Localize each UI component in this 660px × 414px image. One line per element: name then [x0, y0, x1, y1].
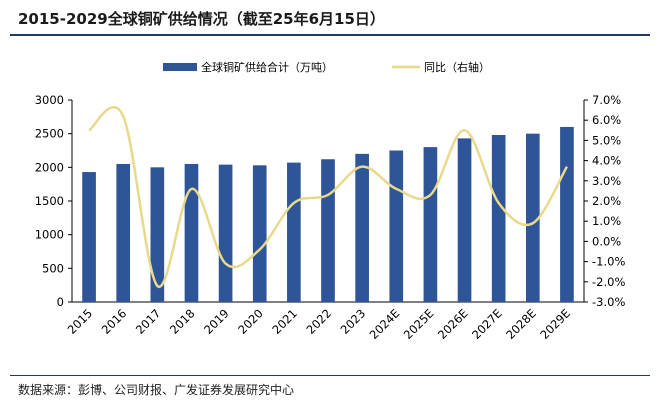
x-tick-label: 2018 [167, 306, 198, 337]
right-tick-label: -1.0% [592, 255, 625, 269]
x-tick-label: 2021 [269, 306, 300, 337]
legend-bar-label: 全球铜矿供给合计（万吨） [201, 60, 333, 74]
bar [355, 153, 369, 302]
right-tick-label: 4.0% [592, 154, 621, 168]
bar [525, 133, 540, 302]
x-tick-label: 2028E [503, 306, 539, 342]
right-tick-label: -2.0% [592, 275, 625, 289]
left-tick-label: 2000 [35, 160, 64, 174]
x-tick-label: 2025E [401, 306, 437, 342]
x-tick-label: 2017 [133, 306, 164, 337]
yoy-line [88, 105, 569, 288]
right-tick-label: 5.0% [592, 133, 621, 147]
legend-bar-swatch [163, 63, 197, 71]
right-tick-label: 2.0% [592, 194, 621, 208]
bar [560, 126, 574, 302]
line-series [88, 105, 569, 288]
left-tick-label: 3000 [35, 93, 64, 107]
left-tick-label: 1000 [35, 228, 64, 242]
right-tick-label: 3.0% [592, 174, 621, 188]
left-tick-label: 500 [42, 261, 64, 275]
source-divider [10, 375, 650, 376]
bar [287, 162, 301, 302]
x-tick-label: 2027E [469, 306, 505, 342]
source-note: 数据来源：彭博、公司财报、广发证券发展研究中心 [18, 383, 295, 397]
x-axis: 2015 2016 2017 2018 2019 2020 2021 2022 20232024… [65, 301, 584, 342]
bar [389, 150, 404, 302]
right-axis: -3.0% -2.0% -1.0% 0.0% 1.0% 2.0% 3.0% 4.0% 5.0% 6… [583, 93, 625, 309]
x-tick-label: 2022 [304, 306, 335, 337]
bar [116, 163, 131, 302]
x-tick-label: 2023 [338, 306, 369, 337]
bar [491, 135, 506, 302]
left-axis: 0 500 1000 1500 2000 2500 3000 [35, 93, 73, 309]
title-divider [10, 34, 650, 36]
right-tick-label: -3.0% [592, 295, 625, 309]
right-tick-label: 1.0% [592, 214, 621, 228]
chart-title: 2015-2029全球铜矿供给情况（截至25年6月15日） [18, 10, 385, 28]
legend-line-label: 同比（右轴） [424, 60, 490, 74]
left-tick-label: 2500 [35, 127, 64, 141]
right-tick-label: 6.0% [592, 113, 621, 127]
x-tick-label: 2016 [99, 306, 130, 337]
right-tick-label: 0.0% [592, 234, 621, 248]
x-tick-label: 2020 [235, 306, 266, 337]
bar [321, 159, 335, 302]
bar [82, 172, 96, 302]
copper-supply-chart: 全球铜矿供给合计（万吨） 同比（右轴） 0 500 1000 1500 2000 2500… [35, 60, 626, 342]
x-tick-label: 2026E [435, 306, 471, 342]
bar [423, 147, 438, 302]
x-tick-label: 2015 [65, 306, 96, 337]
bar [218, 164, 233, 302]
left-tick-label: 0 [57, 295, 64, 309]
bar [150, 167, 165, 302]
right-tick-label: 7.0% [592, 93, 621, 107]
left-tick-label: 1500 [35, 194, 64, 208]
bar-series [82, 126, 574, 302]
x-tick-label: 2019 [201, 306, 232, 337]
x-tick-label: 2024E [367, 306, 403, 342]
x-tick-label: 2029E [537, 306, 573, 342]
bar [184, 163, 199, 302]
legend: 全球铜矿供给合计（万吨） 同比（右轴） [163, 60, 490, 74]
bar [252, 165, 267, 302]
bar [457, 138, 472, 302]
